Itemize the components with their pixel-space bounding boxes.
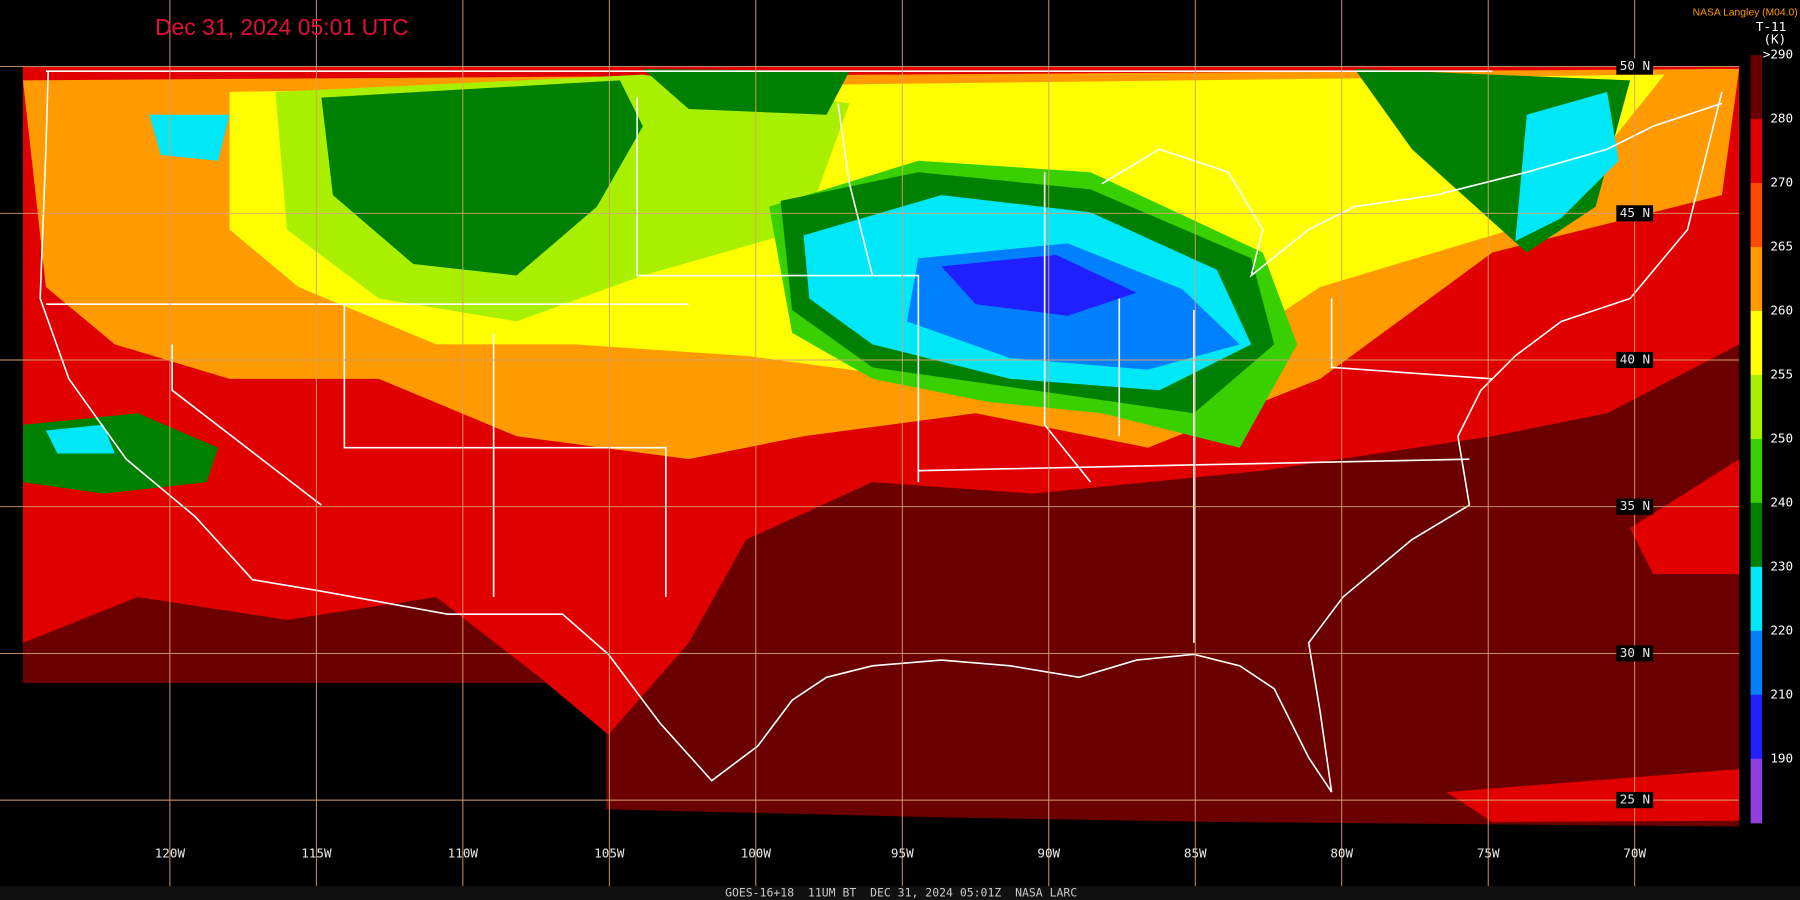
credit: NASA Langley (M04.0) [1693, 7, 1798, 18]
label-bg [1616, 205, 1654, 222]
colorbar-segment [1750, 630, 1763, 696]
channel: T-11 [1756, 19, 1786, 34]
footer: GOES-16+18 11UM BT DEC 31, 2024 05:01Z N… [725, 886, 1077, 900]
colorbar-label: 260 [1770, 302, 1793, 317]
longitude-label: 100W [741, 846, 772, 861]
latitude-label: 35 N [1620, 498, 1650, 513]
longitude-label: 95W [891, 846, 914, 861]
colorbar-label: 280 [1770, 111, 1793, 126]
ir-field [941, 254, 1137, 316]
latitude-label: 25 N [1620, 792, 1650, 807]
colorbar-segment [1750, 438, 1763, 504]
longitude-label: 90W [1037, 846, 1060, 861]
longitude-label: 85W [1184, 846, 1207, 861]
colorbar-bg [1740, 45, 1800, 783]
latitude-label: 30 N [1620, 645, 1650, 660]
colorbar-segment [1750, 502, 1763, 568]
latitude-label: 50 N [1620, 58, 1650, 73]
colorbar-label: 220 [1770, 622, 1793, 637]
longitude-label: 80W [1330, 846, 1353, 861]
label-bg [1616, 351, 1654, 369]
ir-field [1515, 91, 1619, 242]
ir-field [642, 68, 1631, 253]
label-bg [1616, 645, 1654, 662]
label-bg [1616, 58, 1654, 75]
label-bg [1616, 792, 1654, 809]
colorbar-segment [1750, 247, 1763, 312]
longitude-label: 120W [155, 846, 186, 861]
colorbar-segment [1750, 758, 1763, 824]
label-bg [1616, 498, 1654, 515]
colorbar-segment [1750, 310, 1763, 376]
colorbar-label: 210 [1770, 686, 1793, 701]
colorbar-segment [1750, 119, 1763, 184]
latitude-label: 45 N [1620, 205, 1650, 220]
lakes-border [1101, 102, 1723, 278]
colorbar-label: >290 [1763, 47, 1793, 62]
ir-field [321, 80, 643, 276]
colorbar-segment [1750, 566, 1763, 632]
colorbar-segment [1750, 694, 1763, 760]
satellite-image [22, 66, 1740, 827]
colorbar-label: 255 [1770, 366, 1793, 381]
colorbar-label: 270 [1770, 175, 1793, 190]
state-borders [45, 70, 1493, 643]
graticule: 120W 115W 110W 105W 100W 95W 90W 85W 80W 75W 70W 50… [0, 0, 1740, 887]
colorbar-label: 240 [1770, 494, 1793, 509]
footer-band [0, 886, 1800, 900]
longitude-label: 105W [594, 846, 625, 861]
longitude-label: 115W [301, 846, 332, 861]
latitude-label: 40 N [1620, 352, 1650, 367]
colorbar-segment [1750, 55, 1763, 120]
colorbar: >290 280 270 265 260 255 250 240 230 220 210 190 [1740, 45, 1800, 824]
borders [39, 70, 1723, 793]
colorbar-label: 250 [1770, 430, 1793, 445]
longitude-label: 110W [448, 846, 479, 861]
ir-field [45, 114, 230, 454]
colorbar-segment [1750, 374, 1763, 440]
coastline [39, 71, 1723, 793]
colorbar-label: 230 [1770, 558, 1793, 573]
longitude-label: 75W [1477, 846, 1500, 861]
colorbar-label: 190 [1770, 750, 1793, 765]
colorbar-segment [1750, 183, 1763, 248]
ir-field [1446, 459, 1740, 822]
colorbar-label: 265 [1770, 239, 1793, 254]
unit: (K) [1763, 32, 1786, 47]
longitude-label: 70W [1623, 846, 1646, 861]
timestamp: Dec 31, 2024 05:01 UTC [155, 14, 409, 40]
